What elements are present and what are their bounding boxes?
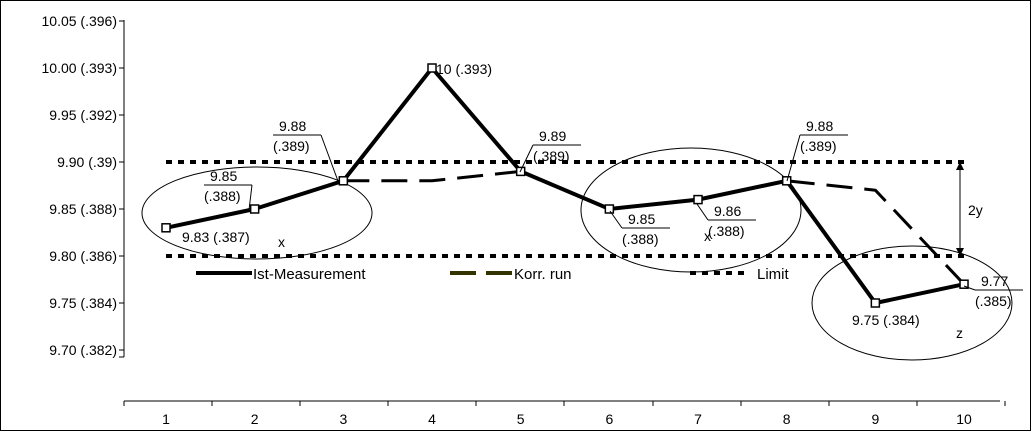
- x-tick-label: 10: [956, 411, 972, 427]
- legend-label-ist-measurement: Ist-Measurement: [253, 266, 366, 283]
- annotation-point-4: 10 (.393): [436, 61, 492, 77]
- ellipse-group-3: [811, 245, 1013, 361]
- x-tick-label: 9: [871, 411, 879, 427]
- ist-measurement-point: [427, 63, 437, 73]
- x-tick-label: 2: [251, 411, 259, 427]
- range-arrow-head-bottom: [956, 248, 964, 256]
- ist-measurement-point: [249, 204, 260, 214]
- annotation-point-1: 9.83 (.387): [182, 229, 250, 245]
- ist-measurement-point: [693, 194, 703, 205]
- annotation-point-5: 9.89 (.389): [519, 128, 581, 173]
- range-marker: 2y: [956, 162, 983, 256]
- annotation-point-3: 9.88 (.389): [273, 118, 339, 182]
- x-tick-label: 5: [517, 411, 525, 427]
- annotation-leader: [696, 203, 709, 221]
- ist-measurement-point: [604, 204, 615, 214]
- annotation-label: 9.83 (.387): [182, 229, 250, 245]
- legend-label-limit: Limit: [757, 266, 790, 283]
- annotation-leader: [963, 285, 976, 291]
- annotation-point-2: 9.85 (.388): [204, 168, 253, 211]
- legend: Ist-Measurement Korr. run Limit: [196, 266, 790, 283]
- ist-measurement-point: [338, 176, 349, 186]
- y-axis: 9.70 (.382) 9.75 (.384) 9.80 (.386) 9.85 (.…: [42, 13, 125, 358]
- group-markers: x x z: [278, 228, 963, 341]
- annotation-secondary: (.389): [273, 138, 310, 154]
- annotation-value: 9.89: [539, 128, 566, 144]
- annotation-value: 9.77: [981, 273, 1008, 289]
- annotation-leader: [519, 144, 534, 173]
- annotation-label: 10 (.393): [436, 61, 492, 77]
- annotation-secondary: (.388): [708, 223, 745, 239]
- annotation-value: 9.88: [279, 118, 306, 134]
- y-tick-label: 10.05 (.396): [42, 13, 118, 29]
- ist-measurement-point: [959, 279, 969, 289]
- x-tick-label: 8: [783, 411, 791, 427]
- legend-label-korr-run: Korr. run: [514, 266, 572, 283]
- annotation-leader: [320, 134, 339, 182]
- range-arrow-head-top: [956, 162, 964, 170]
- y-tick-label: 9.90 (.39): [57, 154, 117, 170]
- annotation-value: 9.86: [714, 203, 741, 219]
- x-axis: 1 2 3 4 5 6 7 8 9 10: [123, 400, 1006, 427]
- annotation-label: 9.75 (.384): [852, 312, 920, 328]
- group-marker-x: x: [704, 228, 711, 244]
- x-tick-label: 3: [339, 411, 347, 427]
- x-tick-label: 1: [162, 411, 170, 427]
- annotation-value: 9.88: [806, 118, 833, 134]
- annotation-value: 9.85: [210, 168, 237, 184]
- annotation-point-6: 9.85 (.388): [609, 210, 670, 247]
- ist-measurement-point: [161, 223, 171, 233]
- annotation-leader: [248, 184, 253, 211]
- annotation-secondary: (.388): [204, 188, 241, 204]
- annotation-secondary: (.389): [533, 148, 570, 164]
- ist-measurement-point: [870, 298, 881, 308]
- ist-measurement-line: [165, 64, 965, 306]
- y-tick-label: 9.85 (.388): [49, 201, 117, 217]
- annotation-secondary: (.389): [800, 138, 837, 154]
- annotation-secondary: (.385): [975, 293, 1012, 309]
- ellipse-group-1: [141, 166, 373, 260]
- annotation-point-9: 9.75 (.384): [852, 312, 920, 328]
- x-tick-label: 4: [428, 411, 436, 427]
- annotation-leader: [786, 134, 801, 182]
- x-tick-label: 6: [605, 411, 613, 427]
- x-tick-label: 7: [694, 411, 702, 427]
- annotation-secondary: (.388): [622, 231, 659, 247]
- y-tick-label: 10.00 (.393): [42, 60, 118, 76]
- annotation-leader: [609, 210, 623, 229]
- annotation-point-10: 9.77 (.385): [963, 273, 1023, 309]
- annotation-value: 9.85: [628, 211, 655, 227]
- range-marker-label: 2y: [968, 202, 983, 218]
- group-ellipses: [141, 147, 1013, 361]
- y-tick-label: 9.95 (.392): [49, 107, 117, 123]
- group-marker-x: x: [278, 234, 285, 250]
- data-annotations: 9.83 (.387) 9.85 (.388) 9.88 (.389) 10 (.393)…: [182, 61, 1023, 328]
- limit-lines: [166, 160, 965, 258]
- y-tick-label: 9.75 (.384): [49, 295, 117, 311]
- y-tick-label: 9.80 (.386): [49, 248, 117, 264]
- annotation-point-8: 9.88 (.389): [786, 118, 848, 182]
- annotation-point-7: 9.86 (.388): [696, 203, 756, 239]
- group-marker-z: z: [956, 325, 963, 341]
- y-tick-label: 9.70 (.382): [49, 342, 117, 358]
